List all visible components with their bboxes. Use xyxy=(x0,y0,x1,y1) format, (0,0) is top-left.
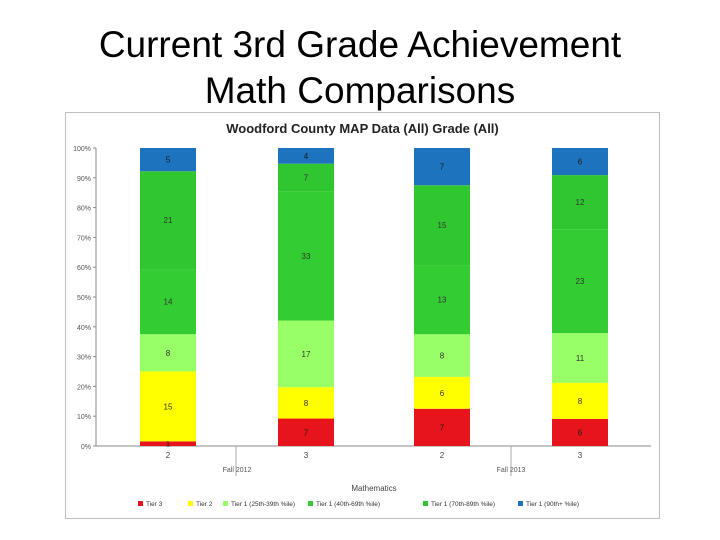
data-label: 5 xyxy=(166,156,171,165)
legend-label: Tier 1 (70th-89th %ile) xyxy=(431,501,495,508)
data-label: 15 xyxy=(438,221,447,230)
data-label: 21 xyxy=(164,216,173,225)
bar-segment xyxy=(140,334,196,372)
legend-label: Tier 2 xyxy=(196,501,213,508)
stacked-bar-chart: 0%10%20%30%40%50%60%70%80%90%100%1158142… xyxy=(73,146,651,508)
group-label: Fall 2013 xyxy=(497,467,526,474)
legend-label: Tier 1 (40th-69th %ile) xyxy=(316,501,380,508)
y-tick-label: 20% xyxy=(77,384,91,391)
data-label: 6 xyxy=(578,158,583,167)
x-tick-label: 2 xyxy=(166,451,171,460)
data-label: 7 xyxy=(304,173,309,182)
bar-segment xyxy=(552,175,608,230)
data-label: 7 xyxy=(440,423,445,432)
legend-label: Tier 1 (25th-39th %ile) xyxy=(231,501,295,508)
slide-title-line1: Current 3rd Grade Achievement xyxy=(98,24,622,65)
y-tick-label: 10% xyxy=(77,414,91,421)
legend-swatch xyxy=(308,501,313,506)
bar-segment xyxy=(140,441,196,446)
data-label: 13 xyxy=(438,296,447,305)
bar-segment xyxy=(552,382,608,419)
bar-segment xyxy=(414,376,470,409)
data-label: 6 xyxy=(578,428,583,437)
data-label: 14 xyxy=(164,298,173,307)
y-tick-label: 50% xyxy=(77,295,91,302)
data-label: 6 xyxy=(440,389,445,398)
y-tick-label: 100% xyxy=(73,146,91,153)
bar-segment xyxy=(278,387,334,419)
bar-segment xyxy=(414,408,470,446)
bar-segment xyxy=(278,418,334,446)
data-label: 12 xyxy=(576,198,585,207)
data-label: 11 xyxy=(576,354,585,363)
data-label: 8 xyxy=(440,352,445,361)
legend-label: Tier 3 xyxy=(146,501,163,508)
y-tick-label: 30% xyxy=(77,355,91,362)
bar-segment xyxy=(140,148,196,172)
data-label: 33 xyxy=(302,252,311,261)
y-tick-label: 90% xyxy=(77,176,91,183)
legend-swatch xyxy=(518,501,523,506)
bar-segment xyxy=(278,163,334,192)
y-tick-label: 40% xyxy=(77,325,91,332)
data-label: 7 xyxy=(304,428,309,437)
slide-title: Current 3rd Grade Achievement Math Compa… xyxy=(0,22,720,114)
legend-swatch xyxy=(188,501,193,506)
bar-segment xyxy=(140,371,196,442)
bar-segment xyxy=(414,265,470,335)
y-tick-label: 70% xyxy=(77,235,91,242)
legend-swatch xyxy=(138,501,143,506)
x-tick-label: 3 xyxy=(578,451,583,460)
slide-title-line2: Math Comparisons xyxy=(204,70,516,111)
bar-segment xyxy=(552,333,608,383)
data-label: 7 xyxy=(440,163,445,172)
bar-segment xyxy=(278,320,334,388)
group-label: Fall 2012 xyxy=(223,467,252,474)
y-tick-label: 80% xyxy=(77,206,91,213)
bar-segment xyxy=(552,229,608,334)
chart-title: Woodford County MAP Data (All) Grade (Al… xyxy=(226,121,499,136)
data-label: 17 xyxy=(302,350,311,359)
chart-frame: Woodford County MAP Data (All) Grade (Al… xyxy=(65,112,660,519)
x-tick-label: 2 xyxy=(440,451,445,460)
legend-swatch xyxy=(423,501,428,506)
data-label: 8 xyxy=(578,397,583,406)
data-label: 8 xyxy=(166,349,171,358)
bar-segment xyxy=(140,269,196,335)
data-label: 4 xyxy=(304,152,309,161)
legend-swatch xyxy=(223,501,228,506)
y-tick-label: 0% xyxy=(81,444,91,451)
bar-segment xyxy=(140,171,196,270)
y-tick-label: 60% xyxy=(77,265,91,272)
bar-segment xyxy=(414,148,470,186)
bar-segment xyxy=(278,148,334,164)
x-axis-title: Mathematics xyxy=(351,484,396,493)
data-label: 23 xyxy=(576,277,585,286)
bar-segment xyxy=(414,334,470,377)
data-label: 8 xyxy=(304,399,309,408)
x-tick-label: 3 xyxy=(304,451,309,460)
data-label: 15 xyxy=(164,402,173,411)
bar-segment xyxy=(552,148,608,176)
data-label: 1 xyxy=(166,440,171,449)
legend-label: Tier 1 (90th+ %ile) xyxy=(526,501,579,508)
bar-segment xyxy=(414,185,470,266)
bar-segment xyxy=(278,191,334,321)
bar-segment xyxy=(552,418,608,446)
